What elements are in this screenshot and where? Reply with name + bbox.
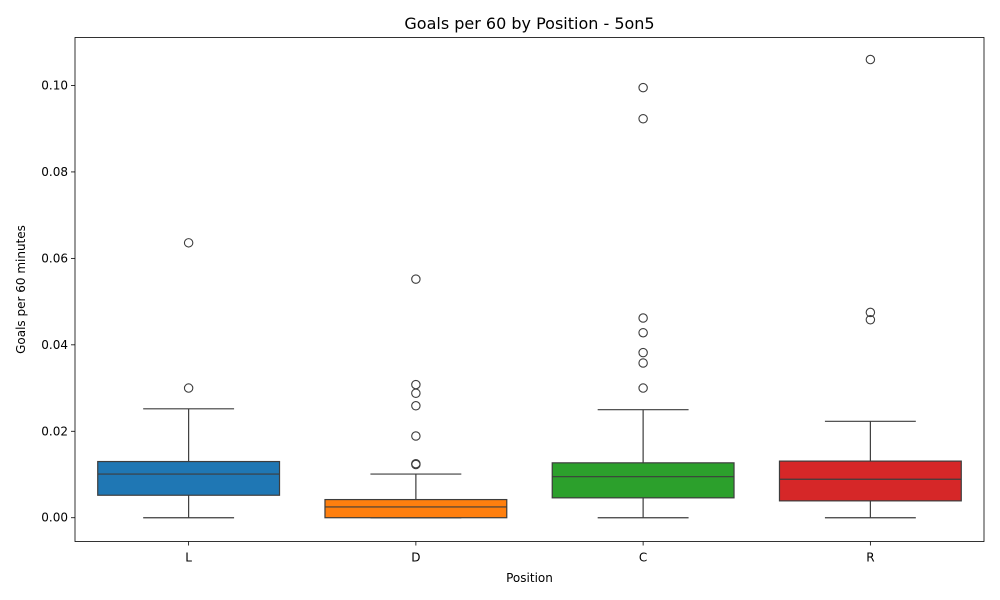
outlier-point — [638, 114, 648, 124]
outlier-point — [638, 347, 648, 358]
box-group-C — [551, 82, 735, 519]
x-tick-label-R: R — [866, 551, 874, 565]
chart-title: Goals per 60 by Position - 5on5 — [404, 14, 654, 33]
y-axis: 0.00 0.02 0.04 0.06 0.08 0.10 — [41, 78, 75, 525]
x-axis-label: Position — [506, 571, 553, 585]
outlier-point — [183, 238, 194, 248]
outlier-point — [638, 383, 648, 393]
outlier-point — [411, 388, 421, 398]
y-tick-label: 0.02 — [41, 424, 68, 438]
outlier-point — [411, 458, 421, 469]
y-tick-label: 0.06 — [41, 251, 68, 265]
plot-frame — [74, 37, 985, 542]
box-L — [97, 460, 281, 496]
outlier-point — [411, 379, 421, 390]
box-group-D — [324, 274, 508, 519]
outlier-point — [865, 315, 876, 325]
y-tick-label: 0.04 — [41, 338, 68, 352]
outlier-point — [865, 307, 876, 318]
box-C — [551, 462, 735, 499]
box-group-R — [778, 54, 962, 519]
x-tick-label-C: C — [639, 551, 647, 565]
box-R — [778, 460, 962, 502]
outlier-point — [638, 327, 648, 338]
plot-area — [97, 54, 962, 519]
y-tick-label: 0.10 — [41, 78, 68, 92]
x-tick-label-D: D — [411, 551, 420, 565]
outlier-point — [638, 82, 648, 93]
y-tick-label: 0.00 — [41, 511, 68, 525]
outlier-point — [865, 54, 876, 65]
outlier-point — [411, 401, 421, 411]
y-tick-label: 0.08 — [41, 165, 68, 179]
box-group-L — [97, 238, 281, 519]
outlier-point — [638, 358, 648, 368]
x-tick-label-L: L — [185, 551, 192, 565]
outlier-point — [183, 383, 194, 393]
box-D — [324, 498, 508, 519]
outlier-point — [411, 431, 421, 441]
outlier-point — [638, 313, 648, 323]
outlier-point — [411, 274, 421, 284]
y-axis-label: Goals per 60 minutes — [14, 225, 28, 354]
